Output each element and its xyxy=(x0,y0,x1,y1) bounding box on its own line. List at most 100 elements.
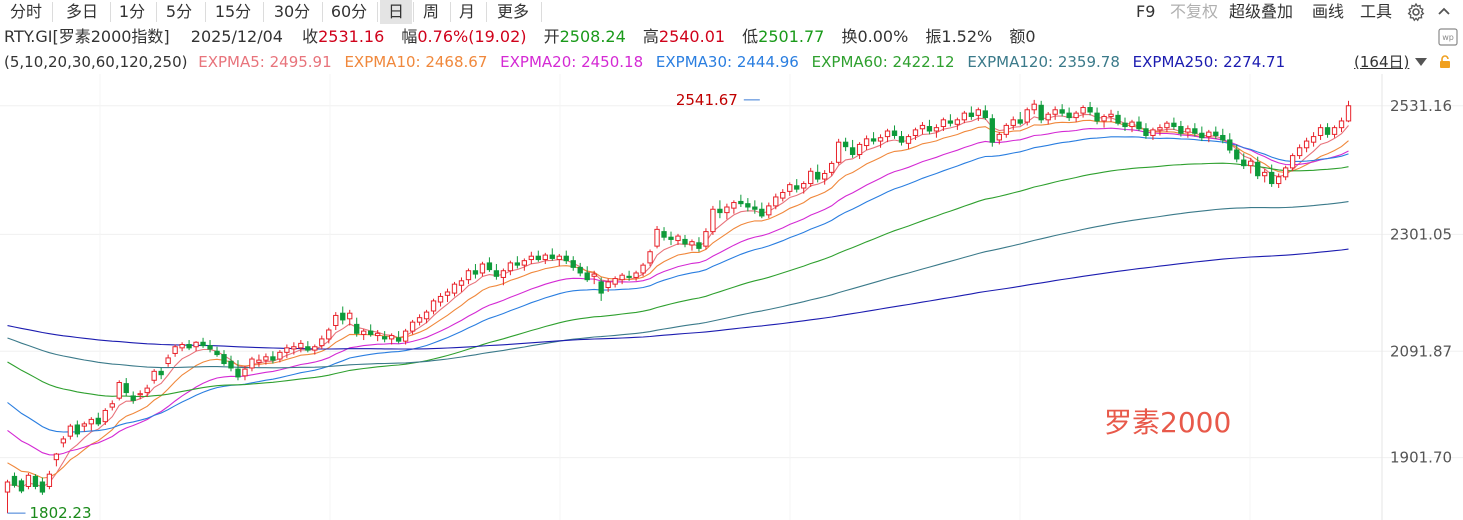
expma30-label: EXPMA30: 2444.96 xyxy=(655,53,799,71)
candle-up xyxy=(912,129,919,136)
super-overlay-button[interactable]: 超级叠加 xyxy=(1229,2,1294,21)
candle-down xyxy=(1192,128,1198,134)
candle-up xyxy=(319,338,325,347)
period-tab-multiday[interactable]: 多日 xyxy=(65,2,98,21)
grid-lines xyxy=(0,74,1463,520)
candle-down xyxy=(891,130,898,136)
expma-params: (5,10,20,30,60,120,250) xyxy=(4,53,188,71)
candle-up xyxy=(954,119,961,125)
candle-up xyxy=(172,346,178,354)
candlesticks xyxy=(4,99,1352,514)
candle-up xyxy=(375,332,381,337)
candle-up xyxy=(67,425,74,437)
candle-down xyxy=(1213,131,1219,136)
candle-down xyxy=(186,344,192,349)
candle-up xyxy=(654,228,660,247)
candle-up xyxy=(863,138,870,147)
candle-down xyxy=(228,360,234,369)
candle-up xyxy=(731,202,737,209)
candle-up xyxy=(88,418,94,425)
candle-down xyxy=(200,341,206,347)
wechat-share-icon[interactable]: wp xyxy=(1438,28,1458,46)
candle-up xyxy=(1031,103,1037,111)
candle-up xyxy=(612,278,618,285)
collapse-chevron-icon[interactable] xyxy=(1436,4,1452,20)
candle-up xyxy=(102,409,108,423)
period-tab-daily[interactable]: 日 xyxy=(380,0,412,24)
open-label: 开 xyxy=(543,27,560,46)
candle-down xyxy=(1269,171,1275,185)
candle-down xyxy=(849,147,856,155)
extreme-annotations: 2541.67 1802.23 xyxy=(7,91,760,520)
candle-up xyxy=(766,205,772,216)
candle-down xyxy=(95,417,101,425)
amplitude-value: 1.52% xyxy=(941,27,993,46)
candle-up xyxy=(179,344,185,349)
candle-up xyxy=(81,423,87,427)
period-tab-monthly[interactable]: 月 xyxy=(458,2,475,21)
candle-down xyxy=(982,110,988,119)
candle-up xyxy=(933,127,940,132)
candle-down xyxy=(1324,127,1331,135)
candle-up xyxy=(1010,119,1016,126)
candle-up xyxy=(787,184,793,192)
candle-down xyxy=(584,272,590,281)
candle-up xyxy=(144,387,150,394)
quote-info-line: RTY.GI[罗素2000指数] 2025/12/04 收2531.16 幅0.… xyxy=(4,26,1036,48)
draw-line-button[interactable]: 画线 xyxy=(1312,2,1345,21)
settings-gear-icon[interactable] xyxy=(1406,2,1426,22)
expma120-line xyxy=(7,201,1349,369)
candle-down xyxy=(1122,122,1128,128)
dropdown-arrow-icon[interactable] xyxy=(1414,56,1428,68)
candle-down xyxy=(738,200,744,205)
candle-up xyxy=(361,330,367,335)
candle-up xyxy=(1052,109,1058,115)
period-tab-weekly[interactable]: 周 xyxy=(422,2,439,21)
candle-down xyxy=(472,270,479,275)
expma20-label: EXPMA20: 2450.18 xyxy=(500,53,644,71)
candle-down xyxy=(1115,114,1121,124)
period-toolbar: 分时 多日 1分 5分 15分 30分 60分 日 周 月 更多 F9 不复权 … xyxy=(0,0,1463,24)
candle-down xyxy=(74,424,81,435)
y-tick-label: 2301.05 xyxy=(1390,225,1452,243)
candle-down xyxy=(535,255,541,261)
period-tab-more[interactable]: 更多 xyxy=(496,2,529,21)
candle-down xyxy=(39,481,46,493)
period-tab-30min[interactable]: 30分 xyxy=(273,2,311,21)
period-tab-1min[interactable]: 1分 xyxy=(118,2,146,21)
tools-button[interactable]: 工具 xyxy=(1360,2,1393,21)
svg-text:wp: wp xyxy=(1442,33,1454,42)
kline-chart[interactable]: 2531.16 2301.05 2091.87 1901.70 2541.67 1802… xyxy=(0,74,1463,520)
no-adjust-button[interactable]: 不复权 xyxy=(1170,2,1219,21)
candle-down xyxy=(696,242,702,249)
divider xyxy=(156,2,157,22)
period-tab-5min[interactable]: 5分 xyxy=(165,2,193,21)
candle-up xyxy=(256,359,262,363)
y-tick-label: 1901.70 xyxy=(1390,449,1452,467)
y-tick-label: 2531.16 xyxy=(1390,97,1452,115)
symbol-name: RTY.GI[罗素2000指数] xyxy=(4,27,170,46)
f9-button[interactable]: F9 xyxy=(1136,2,1156,21)
period-tab-60min[interactable]: 60分 xyxy=(330,2,368,21)
divider xyxy=(450,2,451,22)
candle-down xyxy=(123,383,129,394)
candle-up xyxy=(249,358,255,369)
lock-icon[interactable] xyxy=(1438,55,1452,69)
period-tab-15min[interactable]: 15分 xyxy=(214,2,252,21)
candle-up xyxy=(507,262,514,272)
candle-up xyxy=(1345,105,1352,122)
candle-up xyxy=(828,162,835,173)
candle-down xyxy=(207,345,213,350)
candle-down xyxy=(1038,104,1044,121)
turnover-value: 0.00% xyxy=(857,27,909,46)
candle-up xyxy=(423,311,430,320)
candle-up xyxy=(605,281,611,288)
candle-up xyxy=(689,241,695,246)
period-tab-intraday[interactable]: 分时 xyxy=(9,2,42,21)
candle-up xyxy=(263,356,269,361)
candle-up xyxy=(675,235,681,242)
candle-down xyxy=(577,266,583,274)
candle-down xyxy=(514,262,521,266)
days-count-toggle[interactable]: (164日) xyxy=(1354,52,1409,72)
expma250-line xyxy=(7,248,1349,350)
